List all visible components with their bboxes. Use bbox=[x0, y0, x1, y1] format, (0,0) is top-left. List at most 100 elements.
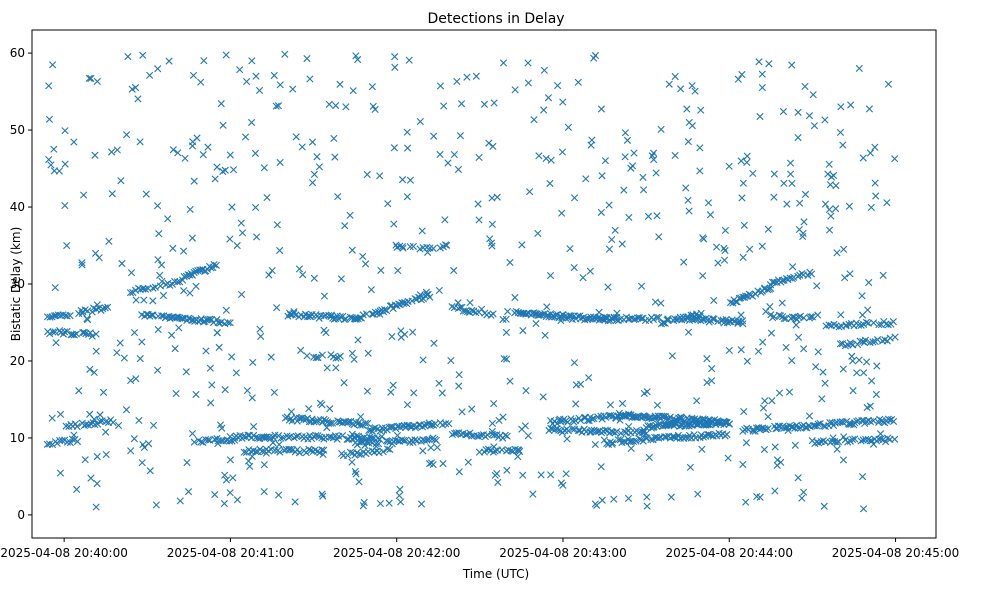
detection-marker bbox=[93, 77, 101, 86]
detection-marker bbox=[237, 219, 245, 227]
detection-marker bbox=[348, 458, 356, 466]
detection-marker bbox=[233, 241, 241, 250]
detection-marker bbox=[222, 51, 230, 59]
detection-marker bbox=[739, 179, 747, 187]
detection-marker bbox=[691, 87, 699, 95]
detection-marker bbox=[761, 284, 769, 292]
detection-marker bbox=[312, 431, 320, 440]
detection-marker bbox=[805, 412, 814, 420]
detection-marker bbox=[742, 498, 750, 506]
detection-marker bbox=[564, 427, 572, 435]
detection-marker bbox=[388, 332, 396, 341]
detection-marker bbox=[668, 352, 676, 360]
detection-marker bbox=[246, 462, 254, 470]
detection-marker bbox=[148, 311, 156, 319]
detection-marker bbox=[263, 193, 271, 202]
detection-marker bbox=[356, 421, 364, 429]
detection-marker bbox=[783, 200, 791, 208]
x-tick-label: 2025-04-08 20:42:00 bbox=[333, 546, 460, 560]
detection-marker bbox=[780, 315, 788, 323]
detection-marker bbox=[281, 50, 289, 58]
detection-marker bbox=[354, 336, 362, 344]
detection-marker bbox=[314, 416, 322, 425]
detection-marker bbox=[801, 190, 810, 198]
detection-marker bbox=[122, 131, 131, 139]
detection-marker bbox=[102, 428, 110, 436]
detection-marker bbox=[566, 245, 574, 253]
detection-marker bbox=[462, 431, 470, 439]
detection-marker bbox=[842, 322, 850, 330]
detection-marker bbox=[361, 260, 370, 268]
detection-marker bbox=[669, 433, 677, 441]
detection-marker bbox=[871, 143, 879, 151]
detection-marker bbox=[215, 343, 223, 351]
detection-marker bbox=[319, 450, 327, 458]
detection-marker bbox=[537, 471, 545, 479]
detection-marker bbox=[507, 447, 515, 455]
detection-marker bbox=[405, 56, 413, 64]
detection-marker bbox=[667, 493, 675, 501]
detection-marker bbox=[87, 74, 95, 83]
x-tick-label: 2025-04-08 20:41:00 bbox=[167, 546, 294, 560]
detection-marker bbox=[819, 368, 827, 376]
detection-marker bbox=[677, 420, 685, 428]
detection-marker bbox=[297, 346, 305, 354]
detection-marker bbox=[540, 106, 548, 114]
detection-marker bbox=[590, 414, 598, 423]
detection-marker bbox=[621, 153, 629, 161]
y-tick-label: 10 bbox=[10, 431, 25, 445]
detection-marker bbox=[649, 315, 657, 324]
detection-marker bbox=[336, 352, 344, 360]
detection-marker bbox=[357, 413, 365, 421]
detection-marker bbox=[768, 397, 776, 405]
detection-marker bbox=[703, 378, 711, 387]
detection-marker bbox=[117, 177, 125, 185]
detection-marker bbox=[851, 435, 859, 443]
detection-marker bbox=[275, 440, 283, 449]
detection-marker bbox=[336, 80, 344, 88]
detection-marker bbox=[543, 303, 551, 311]
detection-marker bbox=[485, 139, 493, 147]
detection-marker bbox=[749, 169, 757, 178]
detection-marker bbox=[506, 258, 514, 267]
detection-marker bbox=[503, 307, 512, 315]
detection-marker bbox=[348, 246, 356, 254]
detection-marker bbox=[800, 314, 808, 322]
detection-marker bbox=[274, 102, 283, 110]
detection-marker bbox=[538, 310, 547, 319]
detection-marker bbox=[652, 169, 660, 177]
detection-marker bbox=[464, 458, 472, 466]
detection-marker bbox=[709, 315, 717, 323]
detection-marker bbox=[85, 74, 93, 82]
detection-marker bbox=[657, 299, 665, 307]
detection-marker bbox=[644, 212, 653, 220]
detection-marker bbox=[613, 427, 621, 436]
detection-marker bbox=[862, 318, 871, 326]
detection-marker bbox=[319, 492, 327, 500]
detection-marker bbox=[773, 456, 782, 464]
detection-marker bbox=[226, 489, 234, 497]
detection-marker bbox=[869, 338, 877, 346]
detection-marker bbox=[725, 346, 733, 355]
detection-marker bbox=[532, 319, 540, 328]
detection-marker bbox=[46, 313, 54, 321]
detection-marker bbox=[308, 138, 317, 146]
detection-marker bbox=[794, 108, 802, 116]
detection-marker bbox=[403, 128, 411, 136]
detection-marker bbox=[136, 138, 144, 146]
detection-marker bbox=[327, 433, 335, 441]
detection-marker bbox=[340, 315, 348, 324]
detection-marker bbox=[488, 427, 496, 436]
detection-marker bbox=[839, 365, 847, 373]
detection-marker bbox=[349, 87, 357, 95]
detection-marker bbox=[705, 430, 713, 439]
detection-marker bbox=[96, 411, 104, 419]
detection-marker bbox=[570, 425, 579, 433]
detection-marker bbox=[554, 81, 562, 90]
detection-marker bbox=[627, 164, 635, 172]
detection-marker bbox=[872, 390, 880, 399]
y-axis-label: Bistatic Delay (km) bbox=[9, 227, 23, 342]
detection-marker bbox=[99, 388, 108, 396]
detection-marker bbox=[252, 448, 260, 456]
detection-marker bbox=[696, 144, 704, 152]
